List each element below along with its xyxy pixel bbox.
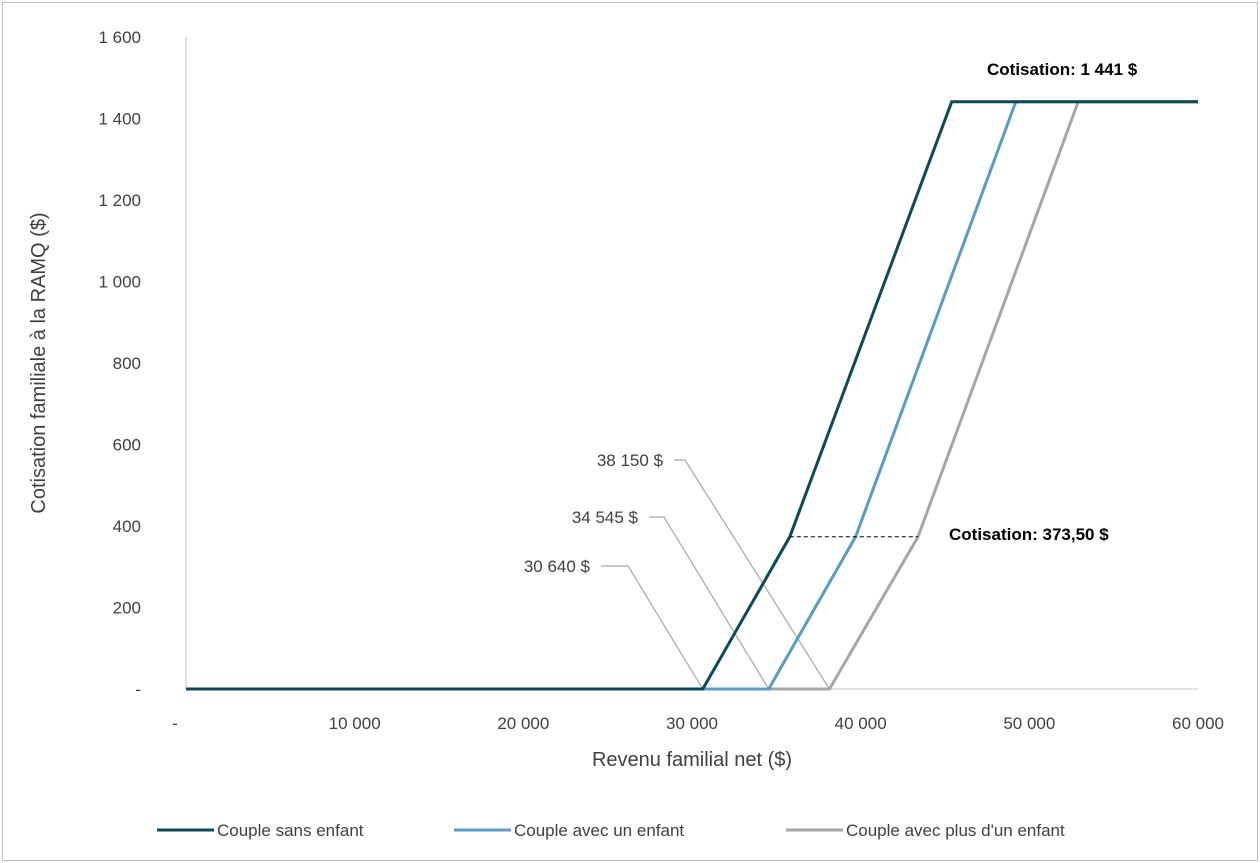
x-tick-labels: - 10 000 20 000 30 000 40 000 50 000 60 000 [172, 714, 1224, 733]
x-tick-label: 30 000 [666, 714, 718, 733]
series-lines [186, 100, 1198, 691]
annotation-max-cotisation: Cotisation: 1 441 $ [987, 60, 1138, 79]
series-line [186, 100, 1198, 691]
series-line [186, 100, 1198, 691]
x-tick-label: - [172, 714, 178, 733]
threshold-leader-line [601, 565, 704, 690]
x-tick-label: 40 000 [835, 714, 887, 733]
annotation-threshold-1: 30 640 $ [524, 557, 591, 576]
threshold-leader-line [649, 516, 770, 690]
x-tick-label: 50 000 [1003, 714, 1055, 733]
annotation-leaders [601, 459, 830, 690]
y-axis-title: Cotisation familiale à la RAMQ ($) [28, 212, 50, 513]
annotation-threshold-3: 38 150 $ [597, 451, 664, 470]
threshold-leader-line [674, 459, 830, 690]
x-axis-title: Revenu familial net ($) [592, 749, 792, 771]
legend-label: Couple sans enfant [217, 821, 364, 840]
legend: Couple sans enfant Couple avec un enfant C… [157, 821, 1065, 840]
x-tick-label: 20 000 [497, 714, 549, 733]
chart-axes [185, 37, 1198, 690]
x-tick-label: 60 000 [1172, 714, 1224, 733]
legend-label: Couple avec plus d'un enfant [846, 821, 1065, 840]
y-tick-label: 1 600 [98, 28, 141, 47]
y-tick-label: 200 [113, 599, 141, 618]
y-tick-label: 600 [113, 436, 141, 455]
y-tick-label: 1 400 [98, 110, 141, 129]
y-tick-labels: - 200 400 600 800 1 000 1 200 1 400 1 600 [98, 28, 141, 699]
y-tick-label: - [135, 680, 141, 699]
y-tick-label: 800 [113, 354, 141, 373]
y-tick-label: 400 [113, 517, 141, 536]
y-tick-label: 1 200 [98, 191, 141, 210]
y-tick-label: 1 000 [98, 273, 141, 292]
x-tick-label: 10 000 [329, 714, 381, 733]
annotation-threshold-2: 34 545 $ [572, 508, 639, 527]
annotation-mid-cotisation: Cotisation: 373,50 $ [949, 525, 1109, 544]
legend-label: Couple avec un enfant [514, 821, 684, 840]
